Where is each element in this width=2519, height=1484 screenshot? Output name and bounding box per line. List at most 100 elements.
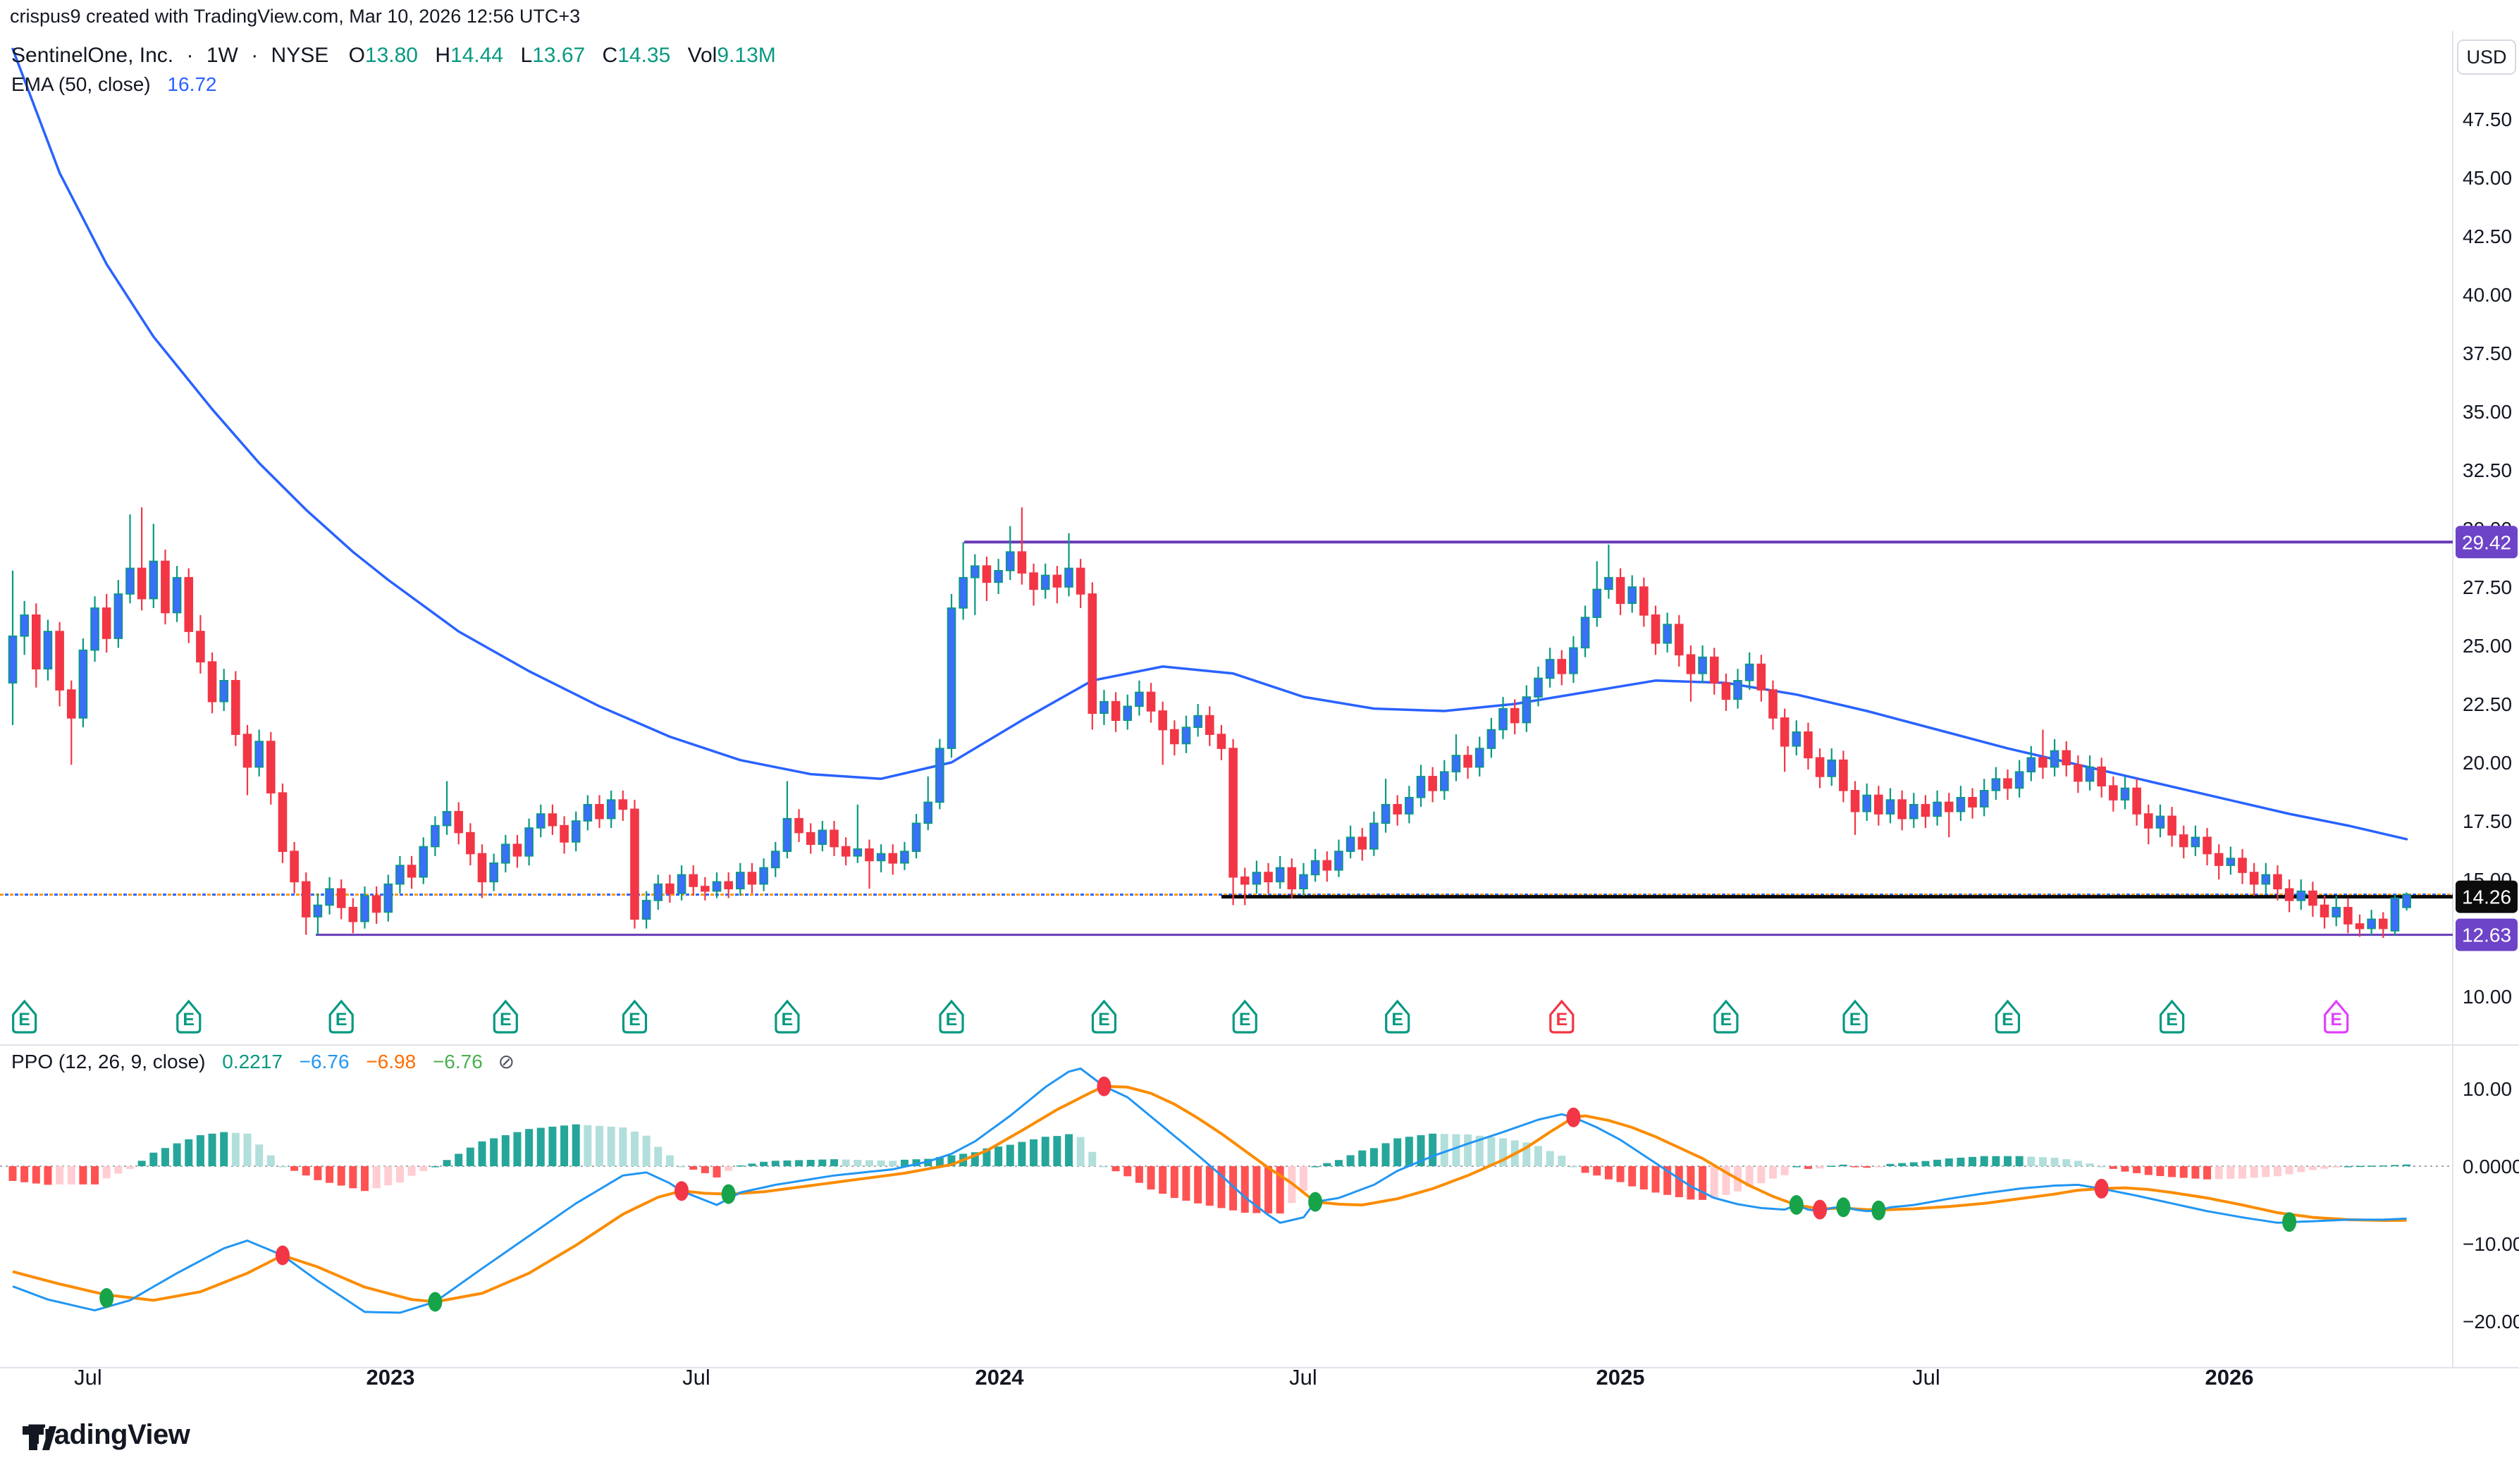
svg-text:E: E — [1391, 1010, 1403, 1029]
earnings-flag[interactable]: E — [176, 999, 202, 1034]
price-axis-tick: 25.00 — [2463, 635, 2512, 657]
svg-text:E: E — [1098, 1010, 1110, 1029]
earnings-flag[interactable]: E — [1549, 999, 1575, 1034]
ppo-axis-tick: −20.00 — [2463, 1311, 2519, 1332]
ppo-pane[interactable] — [0, 1067, 2453, 1314]
earnings-flag[interactable]: E — [328, 999, 354, 1034]
ppo-crossover-dot — [1789, 1195, 1804, 1215]
ppo-main-line — [12, 1067, 2407, 1314]
earnings-flag[interactable]: E — [775, 999, 800, 1034]
ppo-line-value: −6.76 — [299, 1051, 350, 1072]
symbol-name[interactable]: SentinelOne, Inc. — [11, 44, 174, 67]
ppo-crossover-dot — [1836, 1197, 1851, 1218]
ppo-crossover-dot — [99, 1288, 114, 1308]
price-axis-tick: 37.50 — [2463, 342, 2512, 364]
svg-text:E: E — [335, 1010, 347, 1029]
low-value: 13.67 — [532, 44, 586, 67]
candles-layer[interactable] — [8, 507, 2411, 938]
ppo-crossover-dot — [1871, 1200, 1886, 1220]
price-axis-badge[interactable]: 14.26 — [2456, 880, 2518, 913]
ppo-crossover-dot — [2094, 1178, 2109, 1199]
earnings-flag[interactable]: E — [1091, 999, 1117, 1034]
ppo-crossover-dot — [1813, 1199, 1828, 1220]
volume-value: 9.13M — [717, 44, 776, 67]
high-value: 14.44 — [450, 44, 504, 67]
price-axis-tick: 17.50 — [2463, 810, 2512, 832]
earnings-flag[interactable]: E — [1995, 999, 2021, 1034]
symbol-legend-row[interactable]: SentinelOne, Inc. · 1W · NYSE O13.80 H14… — [11, 44, 776, 68]
ppo-axis-tick: −10.00 — [2463, 1233, 2519, 1255]
earnings-flag[interactable]: E — [1232, 999, 1257, 1034]
price-axis-tick: 22.50 — [2463, 693, 2512, 715]
price-axis-tick: 20.00 — [2463, 752, 2512, 774]
time-axis-label: Jul — [1912, 1365, 1940, 1390]
price-axis-tick: 27.50 — [2463, 576, 2512, 598]
symbol-timeframe[interactable]: 1W — [206, 44, 238, 67]
legend-separator: · — [186, 44, 194, 67]
pane-separators — [0, 31, 2519, 1368]
price-axis-tick: 42.50 — [2463, 225, 2512, 247]
svg-text:14.26: 14.26 — [2462, 886, 2511, 908]
price-pane[interactable] — [0, 47, 2453, 938]
currency-toggle-button[interactable]: USD — [2457, 39, 2516, 75]
earnings-flag[interactable]: E — [12, 999, 37, 1034]
ppo-axis-tick: 0.0000 — [2463, 1156, 2519, 1177]
ppo-crossover-dot — [1308, 1192, 1323, 1212]
ppo-crossover-dot — [721, 1184, 736, 1204]
svg-text:E: E — [629, 1010, 641, 1029]
ppo-hist-value: 0.2217 — [222, 1051, 283, 1072]
close-value: 14.35 — [617, 44, 671, 67]
earnings-flag[interactable]: E — [939, 999, 964, 1034]
svg-text:E: E — [1720, 1010, 1732, 1029]
volume-label: Vol — [687, 44, 717, 67]
svg-text:E: E — [18, 1010, 30, 1029]
earnings-flag[interactable]: E — [2160, 999, 2185, 1034]
ppo-signal-value: −6.98 — [366, 1051, 417, 1072]
earnings-flag[interactable]: E — [1713, 999, 1739, 1034]
svg-text:E: E — [782, 1010, 794, 1029]
earnings-flag[interactable]: E — [2324, 999, 2349, 1034]
earnings-flag[interactable]: E — [1385, 999, 1410, 1034]
symbol-exchange: NYSE — [271, 44, 329, 67]
time-axis-label: 2023 — [367, 1365, 415, 1390]
time-axis-label: Jul — [74, 1365, 102, 1390]
svg-text:12.63: 12.63 — [2462, 925, 2511, 946]
ema-legend-row[interactable]: EMA (50, close) 16.72 — [11, 73, 217, 96]
ema-label: EMA (50, close) — [11, 73, 151, 95]
low-label: L — [520, 44, 533, 67]
svg-text:E: E — [2002, 1010, 2014, 1029]
svg-text:E: E — [2166, 1010, 2178, 1029]
ema-line[interactable] — [11, 47, 2408, 841]
time-axis[interactable]: Jul 2023 Jul 2024 Jul 2025 Jul 2026 — [74, 1365, 2253, 1390]
earnings-flag[interactable]: E — [493, 999, 518, 1034]
ppo-crossover-dot — [1566, 1107, 1581, 1127]
price-axis[interactable]: 47.5045.0042.5040.0037.5035.0032.5030.00… — [2456, 109, 2519, 1332]
earnings-flag[interactable]: E — [1842, 999, 1868, 1034]
price-axis-badge[interactable]: 12.63 — [2456, 918, 2518, 951]
svg-text:E: E — [500, 1010, 512, 1029]
ppo-crossover-dot — [275, 1245, 290, 1266]
svg-text:E: E — [1556, 1010, 1568, 1029]
time-axis-label: 2026 — [2205, 1365, 2254, 1390]
price-axis-tick: 40.00 — [2463, 284, 2512, 306]
svg-text:E: E — [2330, 1010, 2342, 1029]
high-label: H — [435, 44, 451, 67]
price-axis-badge[interactable]: 29.42 — [2456, 526, 2518, 559]
price-axis-tick: 45.00 — [2463, 167, 2512, 189]
svg-text:E: E — [183, 1010, 195, 1029]
price-axis-tick: 35.00 — [2463, 401, 2512, 423]
ppo-legend-row[interactable]: PPO (12, 26, 9, close) 0.2217 −6.76 −6.9… — [11, 1050, 515, 1073]
ppo-mute-icon[interactable]: ⊘ — [498, 1051, 515, 1072]
tradingview-logo[interactable]: TradingView — [20, 1419, 190, 1451]
chart-credit-line: crispus9 created with TradingView.com, M… — [10, 6, 581, 27]
ppo-crossover-dot — [675, 1181, 689, 1201]
ppo-label: PPO (12, 26, 9, close) — [11, 1051, 206, 1072]
ppo-axis-tick: 10.00 — [2463, 1078, 2512, 1100]
price-axis-tick: 32.50 — [2463, 459, 2512, 481]
svg-text:29.42: 29.42 — [2462, 531, 2511, 553]
earnings-flag[interactable]: E — [622, 999, 648, 1034]
ema-value: 16.72 — [167, 73, 217, 95]
